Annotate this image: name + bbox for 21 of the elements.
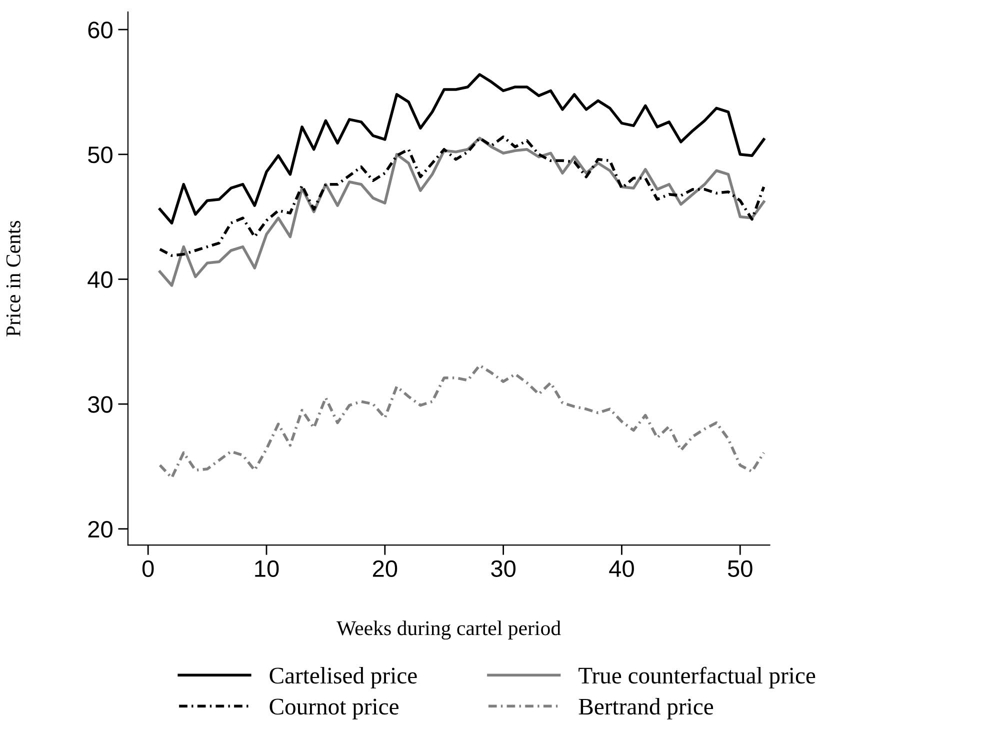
y-axis-title: Price in Cents [6, 220, 20, 336]
legend-label: True counterfactual price [578, 666, 816, 688]
y-tick-label: 20 [88, 520, 112, 538]
y-tick-label: 40 [88, 271, 112, 288]
line-series [158, 364, 766, 480]
legend-label: Bertrand price [578, 698, 714, 720]
y-tick-label: 50 [88, 146, 112, 164]
x-tick-label: 10 [255, 560, 279, 578]
x-tick-label: 0 [142, 560, 154, 578]
x-tick-label: 20 [372, 560, 398, 578]
x-axis-title: Weeks during cartel period [336, 620, 561, 640]
x-tick-label: 40 [609, 560, 634, 578]
legend-label: Cournot price [270, 698, 398, 720]
line-series [158, 73, 766, 224]
legend-label: Cartelised price [270, 667, 417, 688]
x-tick-label: 30 [491, 560, 516, 578]
line-series [158, 136, 766, 257]
line-series [158, 136, 766, 287]
y-tick-label: 60 [88, 22, 112, 38]
x-tick-label: 50 [728, 560, 752, 578]
y-tick-label: 30 [88, 396, 112, 413]
